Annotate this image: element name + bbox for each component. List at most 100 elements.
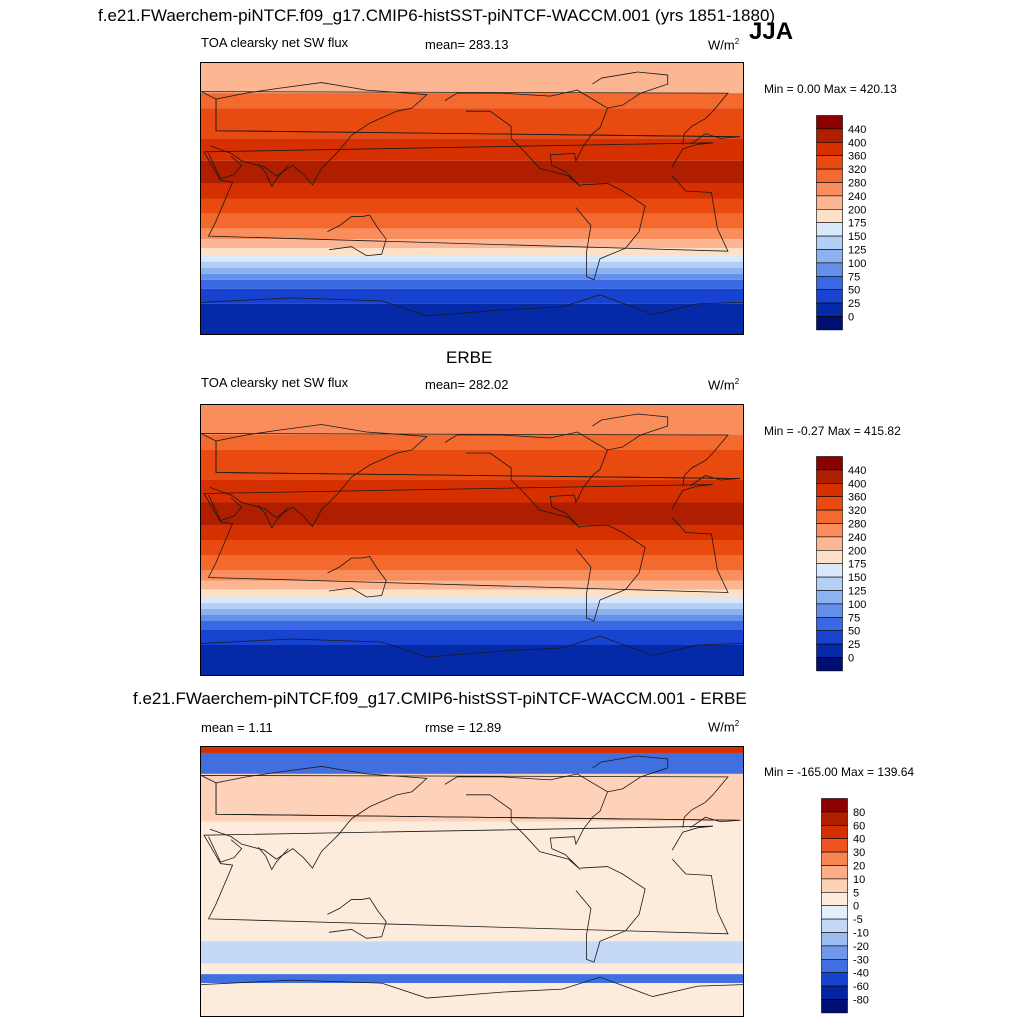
coastline bbox=[444, 431, 608, 529]
colorbar-cell bbox=[816, 289, 843, 304]
colorbar-cell bbox=[821, 985, 848, 1000]
colorbar-tick-label: 280 bbox=[848, 519, 866, 531]
colorbar-cell bbox=[816, 276, 843, 291]
panel3-rmse-label: rmse = 12.89 bbox=[425, 720, 502, 735]
lat-band bbox=[201, 267, 743, 274]
panel2-variable-label: TOA clearsky net SW flux bbox=[201, 375, 349, 390]
colorbar-tick-label: 175 bbox=[848, 218, 866, 230]
panel2-colorbar: 440 400 360 320 280 240 200 175 150 125 100 75 50 25 0 bbox=[816, 456, 886, 672]
colorbar-tick-label: 150 bbox=[848, 572, 866, 584]
lat-band bbox=[201, 138, 743, 161]
colorbar-tick-label: 75 bbox=[848, 271, 860, 283]
lat-band bbox=[201, 108, 743, 139]
coastline bbox=[203, 484, 729, 593]
colorbar-cell bbox=[816, 262, 843, 277]
lat-band bbox=[201, 609, 743, 615]
colorbar-cell bbox=[816, 155, 843, 170]
colorbar-tick-label: 360 bbox=[848, 492, 866, 504]
coastline bbox=[209, 766, 740, 869]
coastline bbox=[592, 413, 669, 451]
coastline bbox=[575, 183, 646, 281]
colorbar-cell bbox=[816, 576, 843, 591]
coastline bbox=[201, 91, 741, 145]
lat-band bbox=[201, 63, 743, 94]
lat-band bbox=[201, 540, 743, 555]
coastline bbox=[592, 71, 669, 109]
colorbar-tick-label: 75 bbox=[848, 612, 860, 624]
coastline bbox=[209, 82, 740, 186]
panel2-minmax: Min = -0.27 Max = 415.82 bbox=[764, 424, 901, 438]
lat-band bbox=[201, 747, 743, 753]
colorbar-cell bbox=[821, 878, 848, 893]
panel3-colorbar: 80 60 40 30 20 10 5 0 -5 -10 -20 -30 -40 -60 -80 bbox=[821, 798, 891, 1014]
coastline bbox=[327, 214, 387, 257]
panel3-minmax: Min = -165.00 Max = 139.64 bbox=[764, 765, 915, 779]
colorbar-cell bbox=[816, 509, 843, 524]
colorbar-tick-label: -20 bbox=[853, 941, 869, 953]
colorbar-cell bbox=[821, 824, 848, 839]
lat-band bbox=[201, 183, 743, 199]
colorbar-tick-label: -40 bbox=[853, 968, 869, 980]
lat-band bbox=[201, 255, 743, 262]
panel3-units: W/m2 bbox=[708, 719, 740, 735]
colorbar-tick-label: -30 bbox=[853, 954, 869, 966]
lat-band bbox=[201, 303, 743, 334]
map-svg bbox=[201, 63, 743, 334]
colorbar-tick-label: 125 bbox=[848, 245, 866, 257]
panel1-minmax: Min = 0.00 Max = 420.13 bbox=[764, 82, 897, 96]
lat-band bbox=[201, 480, 743, 503]
colorbar-tick-label: 0 bbox=[853, 901, 859, 913]
coastline bbox=[444, 773, 608, 870]
colorbar-cell bbox=[816, 563, 843, 578]
colorbar-cell bbox=[816, 482, 843, 497]
lat-band bbox=[201, 435, 743, 450]
panel3-mean-label: mean = 1.11 bbox=[201, 720, 273, 735]
lat-band bbox=[201, 525, 743, 540]
colorbar-tick-label: 50 bbox=[848, 285, 860, 297]
lat-band bbox=[201, 621, 743, 630]
lat-band bbox=[201, 248, 743, 256]
lat-band bbox=[201, 963, 743, 975]
colorbar-tick-label: 440 bbox=[848, 465, 866, 477]
colorbar-cell bbox=[816, 209, 843, 224]
colorbar-cell bbox=[816, 469, 843, 484]
colorbar-tick-label: 400 bbox=[848, 137, 866, 149]
lat-band bbox=[201, 555, 743, 570]
lat-band bbox=[201, 198, 743, 214]
figure-title: f.e21.FWaerchem-piNTCF.f09_g17.CMIP6-his… bbox=[98, 6, 776, 25]
lat-band bbox=[201, 589, 743, 597]
coastline bbox=[592, 755, 669, 793]
colorbar-cell bbox=[821, 892, 848, 907]
colorbar-tick-label: 10 bbox=[853, 874, 865, 886]
lat-band bbox=[201, 450, 743, 480]
lat-band bbox=[201, 228, 743, 240]
map-svg bbox=[201, 405, 743, 675]
colorbar-cell bbox=[816, 128, 843, 143]
lat-band bbox=[201, 941, 743, 964]
colorbar-tick-label: 100 bbox=[848, 599, 866, 611]
colorbar-tick-label: 440 bbox=[848, 124, 866, 136]
colorbar-tick-label: 320 bbox=[848, 164, 866, 176]
coastline bbox=[203, 142, 729, 252]
colorbar-cell bbox=[821, 865, 848, 880]
season-label: JJA bbox=[749, 18, 794, 45]
lat-band bbox=[201, 213, 743, 229]
coastline bbox=[201, 976, 743, 999]
coastline bbox=[257, 163, 289, 188]
colorbar-cell bbox=[821, 838, 848, 853]
colorbar-tick-label: 60 bbox=[853, 820, 865, 832]
colorbar-tick-label: 40 bbox=[853, 834, 865, 846]
map-svg bbox=[201, 747, 743, 1016]
lat-band bbox=[201, 279, 743, 289]
colorbar-cell bbox=[816, 302, 843, 317]
panel3-title: f.e21.FWaerchem-piNTCF.f09_g17.CMIP6-his… bbox=[133, 689, 747, 708]
colorbar-tick-label: 200 bbox=[848, 545, 866, 557]
lat-band bbox=[201, 570, 743, 581]
colorbar-cell bbox=[816, 115, 843, 130]
colorbar-cell bbox=[816, 603, 843, 618]
panel3-map bbox=[200, 746, 744, 1017]
colorbar-cell bbox=[821, 918, 848, 933]
colorbar-tick-label: -80 bbox=[853, 995, 869, 1007]
lat-band bbox=[201, 752, 743, 774]
